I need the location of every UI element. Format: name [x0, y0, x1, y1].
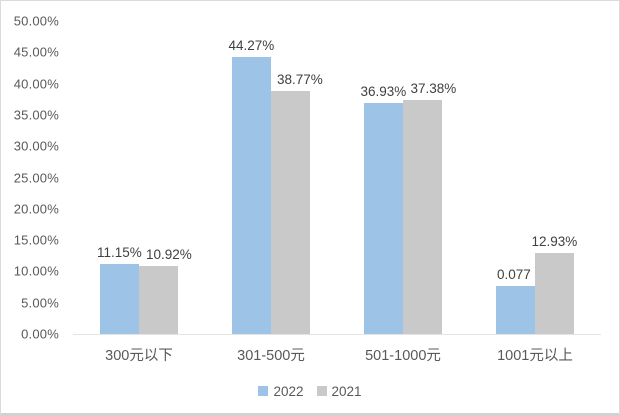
y-tick-label: 35.00% — [13, 107, 59, 123]
y-tick-label: 30.00% — [13, 138, 59, 154]
bar-2021 — [403, 100, 442, 334]
bar-label-2021: 38.77% — [277, 72, 323, 88]
x-category-label: 301-500元 — [237, 348, 305, 364]
y-tick-label: 15.00% — [13, 232, 59, 248]
x-category-label: 1001元以上 — [497, 348, 573, 364]
y-tick-label: 5.00% — [21, 295, 59, 311]
bar-2022 — [496, 285, 535, 334]
y-tick-label: 0.00% — [21, 326, 59, 342]
legend-swatch-2022 — [258, 386, 269, 396]
y-tick-label: 10.00% — [13, 263, 59, 279]
y-tick-label: 20.00% — [13, 201, 59, 217]
y-tick-label: 45.00% — [13, 44, 59, 60]
x-category-label: 501-1000元 — [365, 348, 441, 364]
bar-2021 — [139, 265, 178, 334]
x-category-label: 300元以下 — [105, 348, 173, 364]
legend-swatch-2021 — [316, 386, 327, 396]
bar-label-2022: 0.077 — [497, 266, 531, 282]
plot-area: 11.15% 10.92% 44.27% 38.77% 36.93% 37.38% 0.07… — [73, 21, 601, 335]
bar-2022 — [364, 102, 403, 334]
bar-2021 — [535, 253, 574, 334]
bar-label-2021: 10.92% — [146, 246, 192, 262]
y-tick-label: 40.00% — [13, 76, 59, 92]
y-tick-label: 25.00% — [13, 170, 59, 185]
bar-label-2021: 37.38% — [410, 81, 457, 97]
legend-label-2022: 2022 — [273, 383, 304, 399]
legend-label-2021: 2021 — [331, 383, 362, 399]
legend-item-2022: 2022 — [258, 383, 304, 399]
bar-label-2022: 36.93% — [360, 83, 407, 99]
bar-2021 — [271, 91, 310, 334]
y-tick-label: 50.00% — [13, 13, 59, 29]
bar-2022 — [100, 264, 139, 334]
legend: 2022 2021 — [1, 383, 619, 399]
bar-label-2022: 44.27% — [228, 37, 275, 53]
bar-label-2021: 12.93% — [531, 234, 578, 250]
y-axis: 50.00% 45.00% 40.00% 35.00% 30.00% 25.00% 20.0… — [1, 1, 61, 413]
bar-label-2022: 11.15% — [97, 245, 142, 261]
bar-2022 — [232, 56, 271, 334]
legend-item-2021: 2021 — [316, 383, 362, 399]
